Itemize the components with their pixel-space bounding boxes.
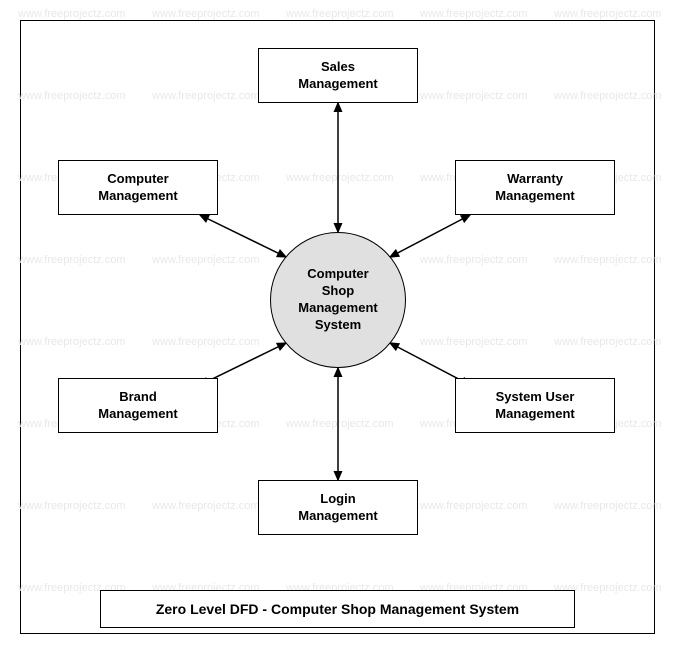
watermark-text: www.freeprojectz.com bbox=[152, 8, 260, 20]
center-node-label: ComputerShopManagementSystem bbox=[298, 266, 377, 334]
watermark-text: www.freeprojectz.com bbox=[420, 8, 528, 20]
entity-computer: ComputerManagement bbox=[58, 160, 218, 215]
watermark-text: www.freeprojectz.com bbox=[286, 8, 394, 20]
watermark-text: www.freeprojectz.com bbox=[18, 8, 126, 20]
entity-sysuser: System UserManagement bbox=[455, 378, 615, 433]
entity-label: ComputerManagement bbox=[98, 171, 177, 205]
entity-label: SalesManagement bbox=[298, 59, 377, 93]
entity-login: LoginManagement bbox=[258, 480, 418, 535]
entity-label: WarrantyManagement bbox=[495, 171, 574, 205]
entity-brand: BrandManagement bbox=[58, 378, 218, 433]
diagram-title-box: Zero Level DFD - Computer Shop Managemen… bbox=[100, 590, 575, 628]
entity-warranty: WarrantyManagement bbox=[455, 160, 615, 215]
entity-label: LoginManagement bbox=[298, 491, 377, 525]
center-process-node: ComputerShopManagementSystem bbox=[270, 232, 406, 368]
entity-label: BrandManagement bbox=[98, 389, 177, 423]
entity-sales: SalesManagement bbox=[258, 48, 418, 103]
diagram-canvas: www.freeprojectz.com www.freeprojectz.com… bbox=[0, 0, 675, 654]
watermark-text: www.freeprojectz.com bbox=[554, 8, 662, 20]
entity-label: System UserManagement bbox=[495, 389, 574, 423]
diagram-title-label: Zero Level DFD - Computer Shop Managemen… bbox=[156, 601, 519, 617]
